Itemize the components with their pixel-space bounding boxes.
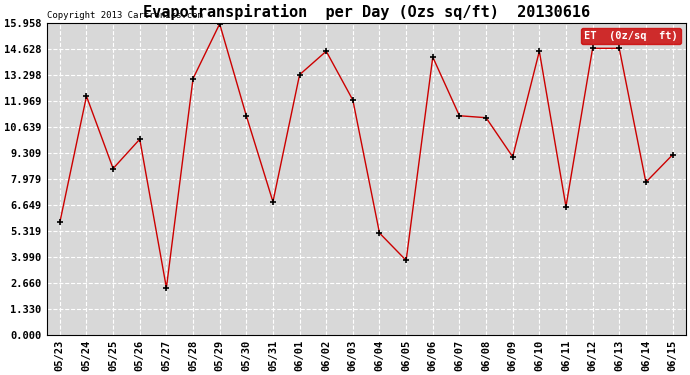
Legend: ET  (0z/sq  ft): ET (0z/sq ft): [580, 28, 680, 44]
Title: Evapotranspiration  per Day (Ozs sq/ft)  20130616: Evapotranspiration per Day (Ozs sq/ft) 2…: [143, 4, 590, 20]
Text: Copyright 2013 Cartronics.com: Copyright 2013 Cartronics.com: [46, 10, 202, 20]
